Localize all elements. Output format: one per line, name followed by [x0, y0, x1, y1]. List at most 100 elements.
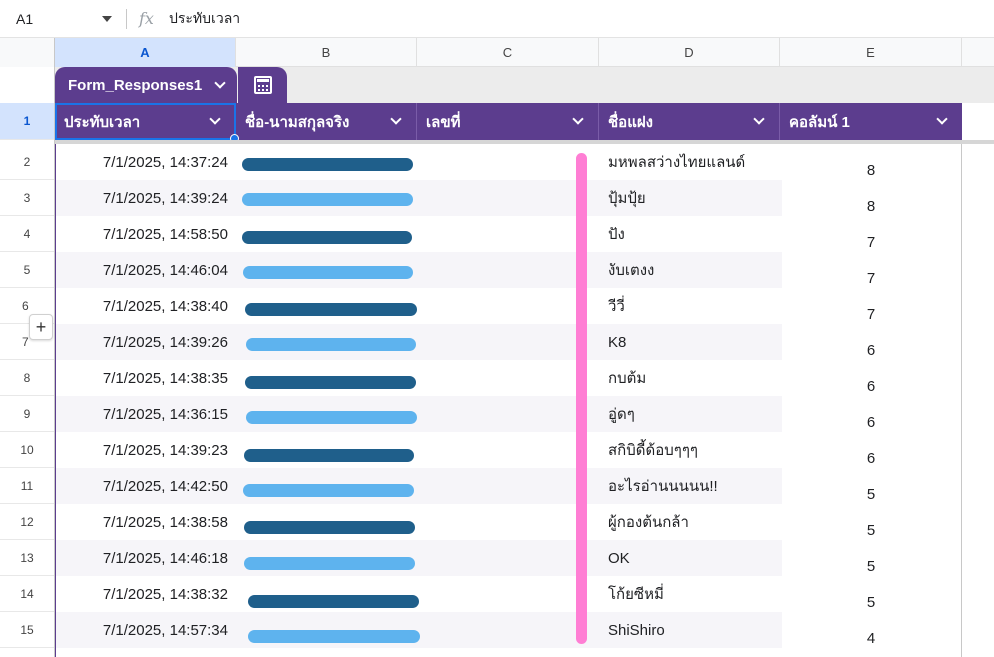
- score-cell[interactable]: 6: [866, 378, 876, 395]
- score-cell[interactable]: 8: [866, 162, 876, 179]
- header-cell-fullname[interactable]: ชื่อ-นามสกุลจริง: [236, 103, 417, 140]
- chevron-down-icon[interactable]: [102, 16, 112, 22]
- alias-cell[interactable]: กบต้ม: [608, 370, 647, 387]
- redaction-mark: [242, 158, 413, 171]
- row-header[interactable]: 3: [0, 180, 54, 216]
- row-header[interactable]: 13: [0, 540, 54, 576]
- alias-cell[interactable]: โก้ยซีหมี่: [608, 586, 664, 603]
- timestamp-cell[interactable]: 7/1/2025, 14:37:24: [102, 153, 228, 171]
- score-cell[interactable]: 7: [866, 234, 876, 251]
- row-gutter-spacer: [0, 67, 55, 103]
- redaction-mark: [243, 484, 414, 497]
- score-cell[interactable]: 5: [866, 486, 876, 503]
- timestamp-cell[interactable]: 7/1/2025, 14:39:26: [102, 333, 228, 351]
- alias-cell[interactable]: งับเตงง: [608, 262, 655, 279]
- timestamp-cell[interactable]: 7/1/2025, 14:57:34: [102, 621, 228, 639]
- alias-cell[interactable]: มหพลสว่างไทยแลนด์: [608, 154, 746, 171]
- alias-cell[interactable]: อะไรอ่านนนนน!!: [608, 478, 718, 495]
- row-header[interactable]: 4: [0, 216, 54, 252]
- function-icon: fx: [139, 9, 154, 28]
- table-row: 7/1/2025, 14:39:24 ปุ้มปุ้ย 8: [55, 180, 875, 216]
- timestamp-cell[interactable]: 7/1/2025, 14:36:15: [102, 405, 228, 423]
- column-header-e[interactable]: E: [780, 38, 962, 67]
- timestamp-cell[interactable]: 7/1/2025, 14:58:50: [102, 225, 228, 243]
- divider: [126, 8, 127, 29]
- score-cell[interactable]: 6: [866, 414, 876, 431]
- row-header[interactable]: 2: [0, 144, 54, 180]
- row-header-1[interactable]: 1: [0, 103, 54, 140]
- row-header[interactable]: 12: [0, 504, 54, 540]
- redaction-mark: [242, 231, 412, 244]
- header-label: ชื่อแฝง: [608, 113, 653, 131]
- chevron-down-icon[interactable]: [572, 113, 584, 125]
- frozen-row-divider: [55, 140, 994, 144]
- chevron-down-icon[interactable]: [753, 113, 765, 125]
- score-cell[interactable]: 4: [866, 630, 876, 647]
- alias-cell[interactable]: OK: [608, 549, 630, 567]
- score-cell[interactable]: 6: [866, 450, 876, 467]
- chevron-down-icon[interactable]: [209, 113, 221, 125]
- timestamp-cell[interactable]: 7/1/2025, 14:38:35: [102, 369, 228, 387]
- score-cell[interactable]: 8: [866, 198, 876, 215]
- timestamp-cell[interactable]: 7/1/2025, 14:38:40: [102, 297, 228, 315]
- row-header[interactable]: 15: [0, 612, 54, 648]
- timestamp-cell[interactable]: 7/1/2025, 14:46:04: [102, 261, 228, 279]
- header-cell-timestamp[interactable]: ประทับเวลา: [55, 103, 236, 140]
- table-right-border: [961, 144, 962, 657]
- score-cell[interactable]: 7: [866, 306, 876, 323]
- redaction-mark: [245, 376, 416, 389]
- score-cell[interactable]: 5: [866, 594, 876, 611]
- select-all-corner[interactable]: [0, 38, 55, 67]
- timestamp-cell[interactable]: 7/1/2025, 14:39:24: [102, 189, 228, 207]
- timestamp-cell[interactable]: 7/1/2025, 14:46:18: [102, 549, 228, 567]
- table-row: 7/1/2025, 14:37:24 มหพลสว่างไทยแลนด์ 8: [55, 144, 875, 180]
- alias-cell[interactable]: ปัง: [608, 226, 625, 243]
- redaction-mark: [245, 303, 417, 316]
- alias-cell[interactable]: ปุ้มปุ้ย: [608, 190, 646, 207]
- chevron-down-icon[interactable]: [390, 113, 402, 125]
- header-cell-column1[interactable]: คอลัมน์ 1: [780, 103, 962, 140]
- header-cell-alias[interactable]: ชื่อแฝง: [599, 103, 780, 140]
- timestamp-cell[interactable]: 7/1/2025, 14:38:58: [102, 513, 228, 531]
- column-header-a[interactable]: A: [55, 38, 236, 67]
- row-header[interactable]: 10: [0, 432, 54, 468]
- score-cell[interactable]: 5: [866, 522, 876, 539]
- column-header-c[interactable]: C: [417, 38, 599, 67]
- column-header-b[interactable]: B: [236, 38, 417, 67]
- redaction-mark: [576, 153, 587, 644]
- header-label: คอลัมน์ 1: [789, 113, 850, 131]
- score-cell[interactable]: 5: [866, 558, 876, 575]
- chevron-down-icon[interactable]: [936, 113, 948, 125]
- table-summary-button[interactable]: [238, 67, 287, 103]
- formula-input[interactable]: ประทับเวลา: [169, 9, 241, 26]
- alias-cell[interactable]: ShiShiro: [608, 621, 665, 639]
- alias-cell[interactable]: วีวี่: [608, 298, 625, 315]
- add-row-button[interactable]: +: [29, 314, 53, 340]
- alias-cell[interactable]: อู่ดๆ: [608, 406, 635, 423]
- score-cell[interactable]: 7: [866, 270, 876, 287]
- row-header[interactable]: 8: [0, 360, 54, 396]
- name-box[interactable]: A1: [0, 0, 120, 37]
- score-cell[interactable]: 6: [866, 342, 876, 359]
- header-cell-number[interactable]: เลขที่: [417, 103, 599, 140]
- row-header[interactable]: 5: [0, 252, 54, 288]
- table-row: 7/1/2025, 14:38:58 ผู้กองต้นกล้า 5: [55, 504, 875, 540]
- alias-cell[interactable]: ผู้กองต้นกล้า: [608, 514, 689, 531]
- row-header[interactable]: 6: [0, 288, 54, 324]
- formula-bar: A1 fx ประทับเวลา: [0, 0, 994, 38]
- timestamp-cell[interactable]: 7/1/2025, 14:42:50: [102, 477, 228, 495]
- row-header[interactable]: 11: [0, 468, 54, 504]
- redaction-mark: [246, 411, 417, 424]
- column-header-d[interactable]: D: [599, 38, 780, 67]
- header-label: ชื่อ-นามสกุลจริง: [245, 113, 350, 131]
- timestamp-cell[interactable]: 7/1/2025, 14:39:23: [102, 441, 228, 459]
- table-row: 7/1/2025, 14:42:50 อะไรอ่านนนนน!! 5: [55, 468, 875, 504]
- row-header[interactable]: 9: [0, 396, 54, 432]
- table-row: 7/1/2025, 14:57:34 ShiShiro 4: [55, 612, 875, 648]
- alias-cell[interactable]: สกิบิดี้ด้อบๆๆๆ: [608, 442, 698, 459]
- timestamp-cell[interactable]: 7/1/2025, 14:38:32: [102, 585, 228, 603]
- row-header[interactable]: 7: [0, 324, 54, 360]
- table-name-tab[interactable]: Form_Responses1: [55, 67, 237, 103]
- row-header[interactable]: 14: [0, 576, 54, 612]
- alias-cell[interactable]: K8: [608, 333, 627, 351]
